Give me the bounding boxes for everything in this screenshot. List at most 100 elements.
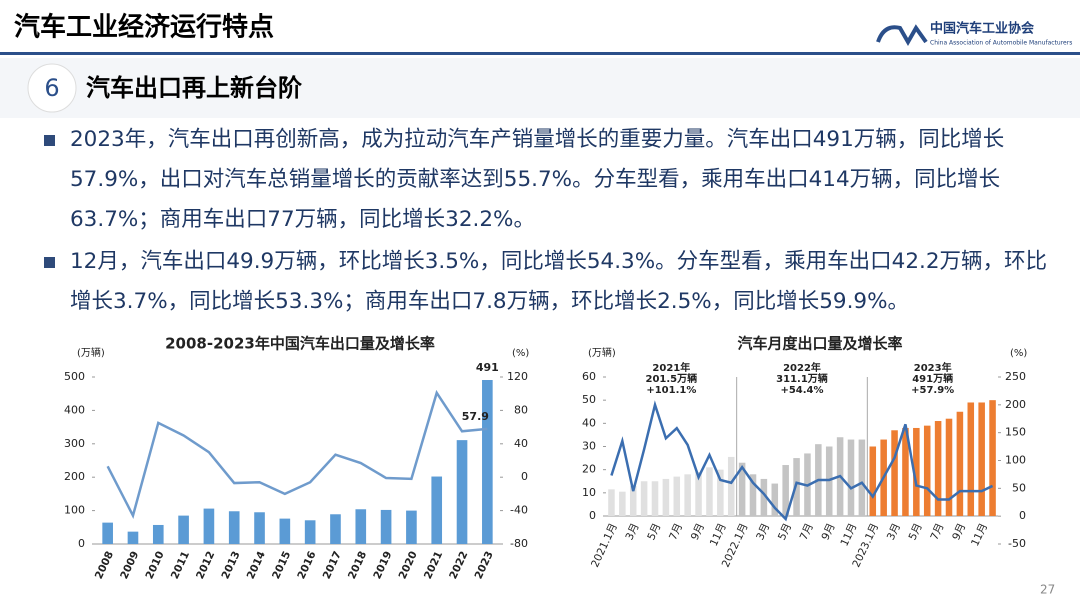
bar [771,483,779,516]
bullet-icon [44,257,55,268]
x-tick-label: 2023 [473,549,496,581]
bullet-text: 12月，汽车出口49.9万辆，环比增长3.5%，同比增长54.3%。分车型看，乘… [70,249,1048,314]
annotation: +101.1% [646,385,696,396]
y2-tick-label: 40 [514,437,528,450]
bar [608,489,615,516]
x-tick-label: 3月 [624,521,642,542]
x-tick-label: 9月 [950,521,968,542]
logo-mark [876,24,928,47]
data-label: 491 [476,361,499,374]
y-tick-label: 20 [582,463,596,476]
bar [727,456,735,516]
bar [629,485,637,516]
x-tick-label: 2018 [346,549,369,581]
y-tick-label: 10 [582,486,596,499]
y-tick-label: 50 [582,393,596,406]
annotation: 311.1万辆 [776,372,828,385]
bar [482,380,493,544]
annotation: 2022年 [783,361,821,374]
y-tick-label: 200 [64,470,85,483]
bar [304,520,316,544]
annotation: 201.5万辆 [646,372,698,385]
y2-tick-label: 0 [521,470,528,483]
header-rule [0,52,1080,55]
data-label: 57.9 [462,410,489,423]
y2-unit: (%) [512,348,529,359]
section-title: 汽车出口再上新台阶 [86,74,302,102]
y2-tick-label: 0 [1019,509,1026,522]
x-tick-label: 2014 [245,549,268,581]
line [610,400,994,522]
bar [406,510,417,544]
x-tick-label: 7月 [928,521,946,542]
annotation: +54.4% [780,385,823,396]
bar [431,476,443,544]
x-tick-label: 2021.1月 [589,521,620,569]
y2-tick-label: 150 [1005,426,1026,439]
x-tick-label: 2016 [295,549,318,581]
bullet-icon [44,135,55,146]
bar [934,421,942,516]
x-tick-label: 2021 [422,549,445,581]
bar [203,508,215,544]
bar [695,471,702,516]
y-tick-label: 300 [64,437,85,450]
x-tick-label: 2009 [118,549,141,581]
bar [127,531,139,544]
bar [640,481,648,516]
y-tick-label: 60 [582,370,596,383]
x-tick-label: 2012 [194,549,217,581]
y2-tick-label: 120 [507,370,528,383]
x-tick-label: 5月 [645,521,663,542]
y2-tick-label: -40 [510,504,528,517]
bar [706,467,713,516]
y2-tick-label: 50 [1012,481,1026,494]
bar [673,476,681,516]
y2-tick-label: -50 [1008,537,1026,550]
bar [355,509,367,544]
y2-tick-label: 80 [514,403,528,416]
annotation: 2023年 [914,361,952,374]
y-unit: (万辆) [588,346,616,359]
bar [825,446,833,516]
x-tick-label: 3月 [885,521,903,542]
y-tick-label: 500 [64,370,85,383]
y-tick-label: 30 [582,440,596,453]
bar [684,474,691,516]
bar [152,524,164,544]
bar [869,446,877,516]
bar [279,518,291,544]
bar [967,402,975,516]
y2-tick-label: 100 [1005,454,1026,467]
bar [102,522,113,544]
annotation: +57.9% [911,385,954,396]
bar [717,469,724,516]
bar [989,400,996,516]
logo-cn: 中国汽车工业协会 [930,21,1035,37]
y-tick-label: 0 [589,509,596,522]
x-tick-label: 11月 [838,521,859,548]
bar [847,439,855,516]
bar [738,462,746,516]
bar [978,402,985,516]
bar [858,439,866,516]
bar [760,478,768,516]
x-tick-label: 2010 [143,549,166,581]
bar [902,427,909,516]
bar [749,474,757,516]
logo-en: China Association of Automobile Manufact… [930,40,1072,47]
x-tick-label: 2020 [397,549,420,581]
x-tick-label: 2015 [270,549,293,581]
section-band [0,58,1080,118]
x-tick-label: 11月 [708,521,729,548]
bar [956,411,964,516]
x-tick-label: 7月 [798,521,816,542]
annotation: 2021年 [652,361,690,374]
y2-unit: (%) [1010,348,1027,359]
bar [923,425,931,516]
x-tick-label: 2008 [93,549,116,581]
x-tick-label: 9月 [820,521,838,542]
y2-tick-label: 200 [1005,398,1026,411]
y-tick-label: 400 [64,403,85,416]
